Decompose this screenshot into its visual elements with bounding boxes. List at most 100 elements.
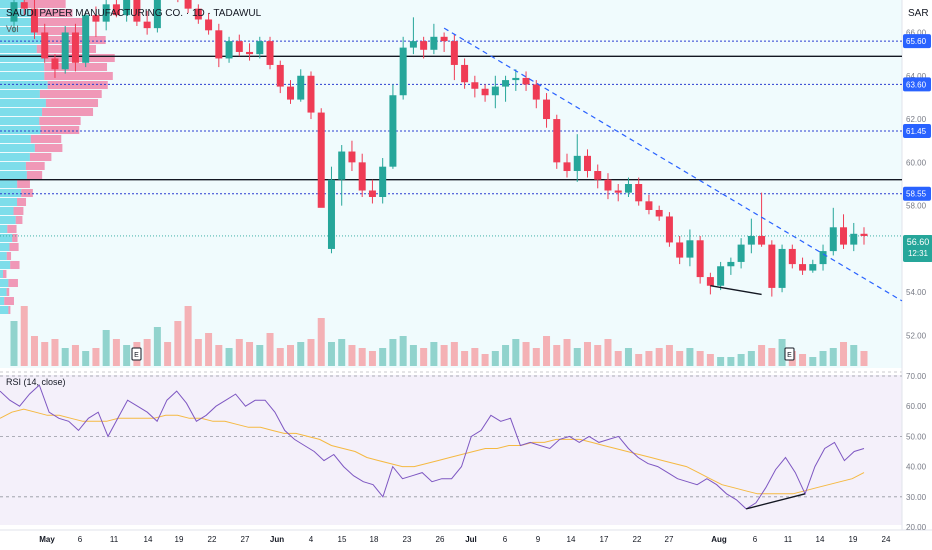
volume-bar [41,342,49,366]
profile-bar-buy [0,297,5,305]
profile-bar-sell [47,81,108,89]
candle-body [409,41,417,48]
volume-bar [368,351,376,366]
volume-bar [481,354,489,366]
time-tick-label: 22 [208,535,217,544]
candle-body [676,242,684,258]
time-tick-label: 19 [175,535,184,544]
candle-body [665,216,673,243]
profile-bar-buy [0,153,30,161]
profile-bar-buy [0,270,3,278]
candle-body [235,41,243,52]
volume-bar [583,342,591,366]
candle-body [30,8,38,33]
candle-body [348,151,356,163]
candle-body [481,88,489,96]
price-tick-label: 62.00 [906,115,927,124]
volume-bar [829,348,837,366]
candle-body [368,190,376,197]
profile-bar-sell [45,54,115,62]
volume-bar [338,339,346,366]
profile-bar-buy [0,234,13,242]
profile-bar-buy [0,261,11,269]
candle-body [399,47,407,96]
price-tick-label: 52.00 [906,332,927,341]
time-tick-label: 6 [503,535,508,544]
candle-body [297,75,305,100]
time-tick-label: 22 [633,535,642,544]
profile-bar-sell [26,171,43,179]
candle-body [246,51,254,55]
time-tick-label: 26 [436,535,445,544]
candle-body [655,209,663,217]
volume-bar [778,339,786,366]
currency-label[interactable]: SAR [908,8,929,19]
symbol-title[interactable]: SAUDI PAPER MANUFACTURING CO. · 1D · TAD… [6,8,262,19]
volume-bars [10,306,868,366]
volume-bar [502,345,510,366]
profile-bar-buy [0,45,37,53]
candle-body [41,32,49,59]
candle-body [604,179,612,191]
rsi-label[interactable]: RSI (14, close) [6,377,66,387]
profile-bar-buy [0,252,7,260]
profile-bar-buy [0,243,10,251]
volume-bar [717,357,725,366]
volume-bar [614,351,622,366]
candle-body [850,233,858,245]
profile-bar-buy [0,108,43,116]
profile-bar-buy [0,171,27,179]
level-price-tag [903,34,931,49]
rsi-divergence-line [746,493,806,510]
profile-bar-sell [21,189,33,197]
volume-bar [225,348,233,366]
rsi-tick-label: 70.00 [906,372,927,381]
volume-bar [399,336,407,366]
rsi-tick-label: 20.00 [906,523,927,532]
candle-body [747,235,755,245]
drawings[interactable] [443,27,903,302]
current-price-tag: 56.60 12:31 [903,235,932,262]
volume-bar [92,348,100,366]
profile-bar-buy [0,162,26,170]
volume-bar [10,321,18,366]
volume-bar [30,336,38,366]
candle-body [143,21,151,29]
volume-bar [287,345,295,366]
candle-body [51,58,59,70]
descending-trendline [443,27,903,302]
volume-indicator-label[interactable]: Vol [6,24,19,34]
profile-bar-buy [0,135,31,143]
profile-bar-sell [44,72,113,80]
time-tick-label: 24 [882,535,891,544]
candle-body [256,41,264,55]
price-tick-label: 58.00 [906,202,927,211]
level-price-label: 65.60 [906,37,927,46]
profile-bar-sell [42,108,94,116]
profile-bar-buy [0,81,48,89]
time-tick-label: 23 [403,535,412,544]
volume-bar [553,345,561,366]
candle-body [717,266,725,286]
candle-body [184,0,192,9]
candle-body [225,41,233,59]
candle-body [563,162,571,172]
candle-body [624,184,632,193]
candle-body [389,95,397,167]
volume-bar [307,339,315,366]
candle-body [809,264,817,271]
rsi-indicator: 20.00 30.00 40.00 50.00 60.00 70.00 [0,372,927,532]
volume-bar [645,351,653,366]
candle-body [194,8,202,20]
profile-bar-sell [17,180,30,188]
candle-body [727,261,735,267]
volume-bar [768,348,776,366]
profile-bar-sell [7,225,17,233]
profile-bar-buy [0,180,18,188]
level-price-tag [903,123,931,138]
rsi-line [0,384,865,510]
earnings-marker [784,347,795,361]
candle-body [532,84,540,100]
